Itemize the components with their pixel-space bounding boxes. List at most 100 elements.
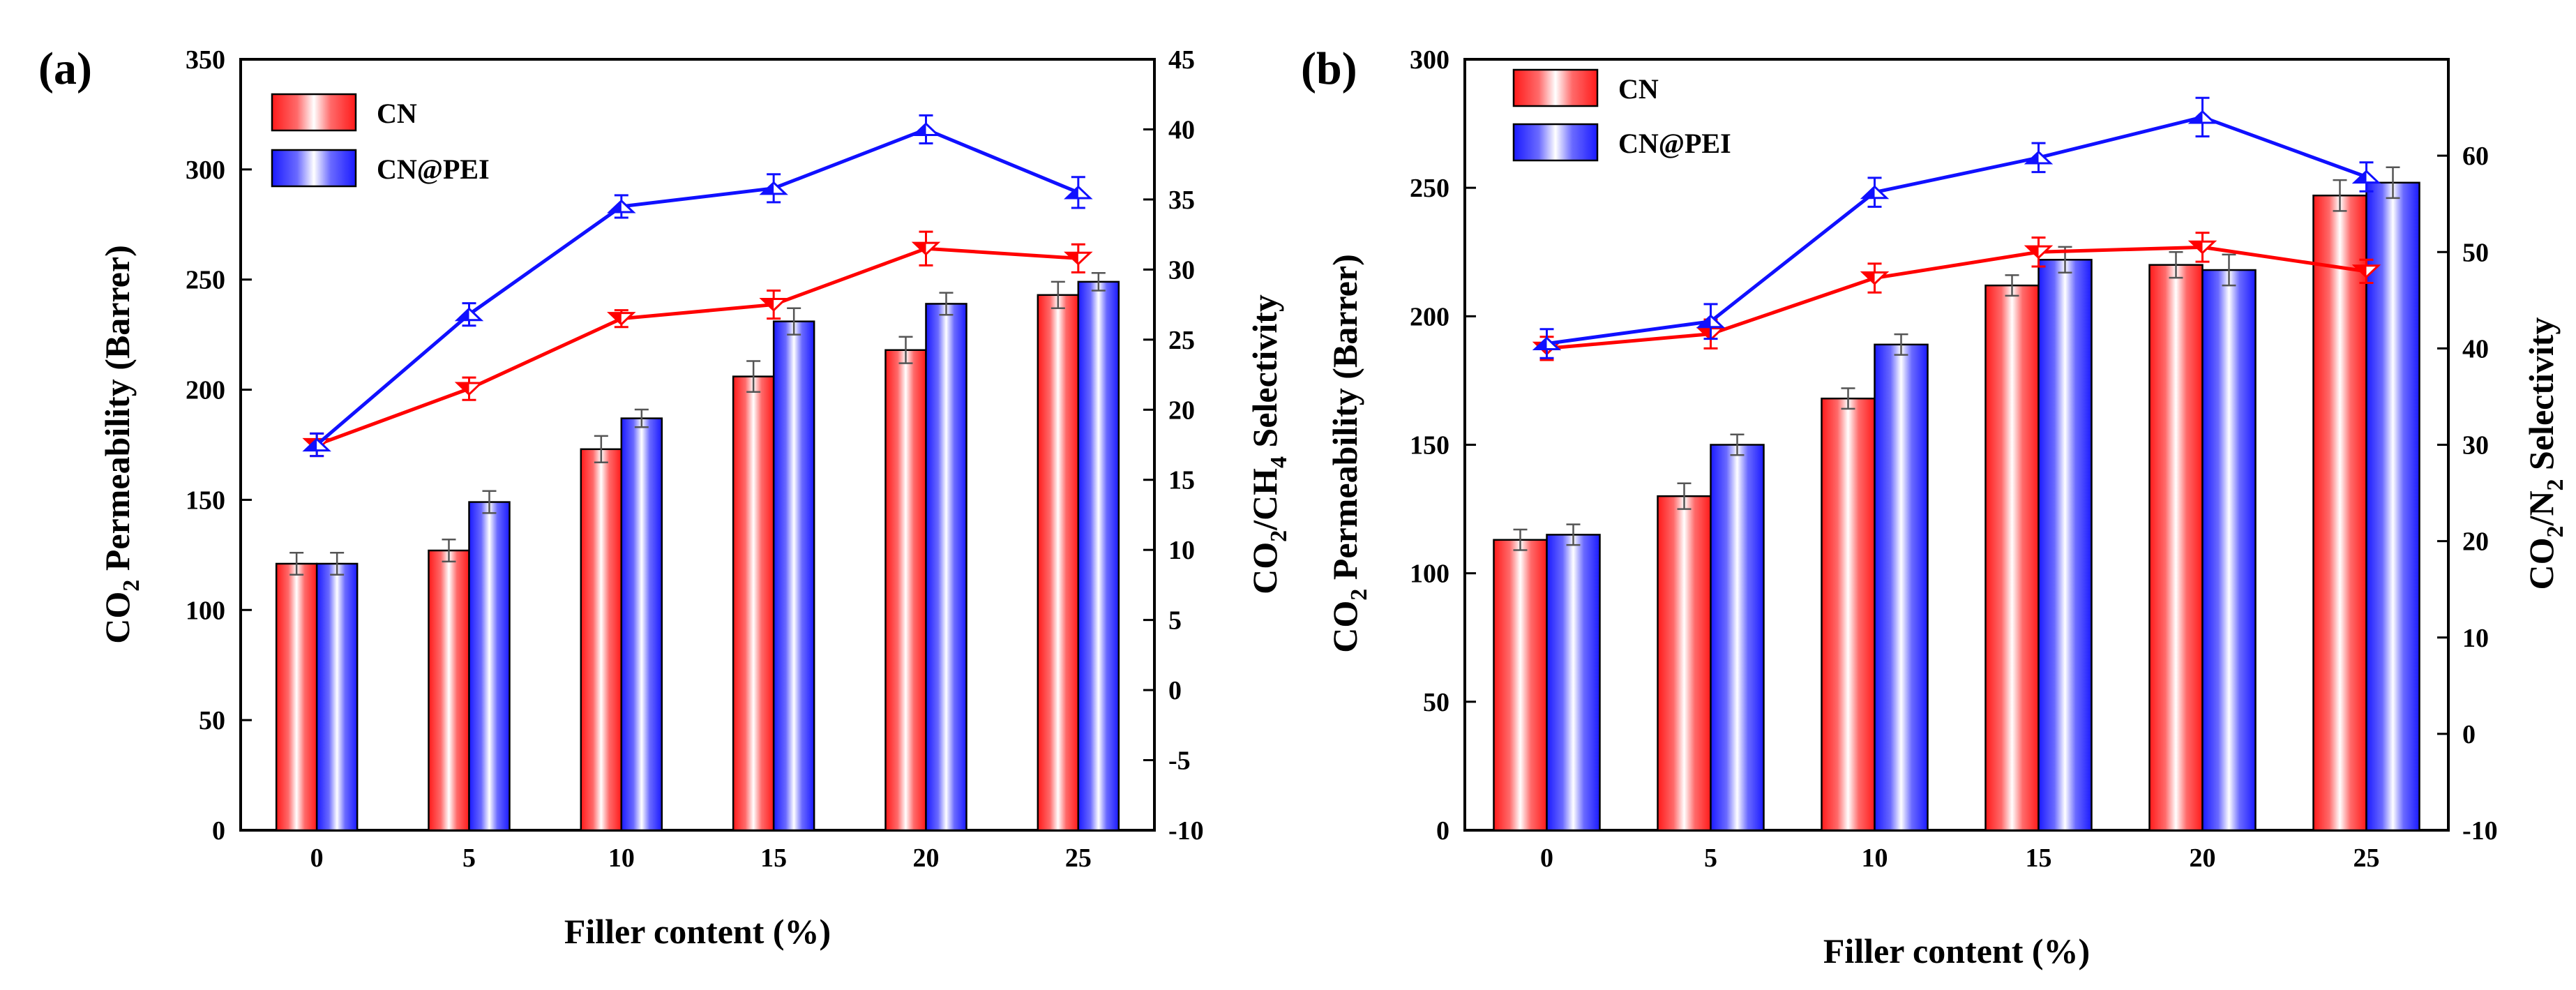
panel-a-bar-cnpei: [772, 320, 815, 832]
panel-a-marker-fill-cnpei: [762, 182, 774, 194]
panel-a-right-tick-label: -10: [1168, 816, 1204, 846]
panel-a-right-tick-label: 5: [1168, 606, 1182, 636]
panel-b-legend-swatch-cn: [1512, 68, 1599, 107]
panel-a-left-tick-label: 0: [212, 816, 225, 846]
panel-a-left-tick-label: 300: [186, 156, 225, 185]
panel-a-left-tick-label: 250: [186, 266, 225, 295]
panel-a-x-tick-label: 15: [760, 843, 787, 873]
panel-b-x-tick-label: 0: [1540, 843, 1553, 873]
panel-a-right-tick-label: 15: [1168, 466, 1195, 495]
panel-b-bar-error: [2169, 251, 2183, 279]
panel-a-bar-error: [898, 336, 913, 364]
panel-b-left-tick-label: 150: [1410, 431, 1449, 460]
panel-b-y-axis-title: CO2 Permeability (Barrer): [1325, 254, 1372, 652]
panel-a-left-tick-label: 50: [199, 706, 225, 735]
panel-b-y2-axis-title: CO2/N2 Selectivity: [2522, 317, 2568, 590]
panel-a-x-tick-label: 0: [310, 843, 324, 873]
panel-a-bar-cnpei: [620, 417, 663, 832]
panel-a-right-tick-label: 35: [1168, 186, 1195, 215]
panel-b-bar-error: [1513, 528, 1528, 551]
panel-a-legend-label-cn: CN: [377, 98, 417, 129]
panel-a-line-cn: [316, 246, 1078, 447]
panel-a-y-axis-title: CO2 Permeability (Barrer): [98, 245, 144, 643]
panel-b-marker-fill-cnpei: [1698, 315, 1711, 327]
panel-a-bar-cnpei: [925, 303, 967, 832]
panel-b-right-tick-label: 60: [2462, 142, 2489, 171]
panel-b-bar-cn: [1657, 495, 1712, 832]
panel-b-right-ticks: -10 0 10 20 30 40 50 60: [2437, 142, 2498, 846]
panel-a-y2-axis-title: CO2/CH4 Selectivity: [1245, 294, 1292, 594]
panel-a-marker-fill-cn: [609, 313, 622, 324]
panel-b-marker-fill-cnpei: [2026, 151, 2039, 163]
panel-a-bar-error: [634, 408, 649, 428]
panel-a-left-tick-label: 350: [186, 45, 225, 75]
panel-a-marker-fill-cn: [914, 243, 926, 255]
panel-a-bar-error: [787, 307, 801, 336]
panel-a-bar-error: [1091, 271, 1106, 292]
panel-a-right-tick-label: 40: [1168, 115, 1195, 144]
panel-a-left-tick-label: 200: [186, 376, 225, 405]
panel-a-right-tick-label: 20: [1168, 396, 1195, 425]
panel-a-right-ticks: -10 -5 0 5 10 15 20 25 30 35 40 45: [1143, 45, 1204, 846]
panel-a-x-ticks: 0 5 10 15 20 25: [310, 819, 1092, 873]
panel-a-bar-error: [442, 539, 456, 563]
panel-a-bar-cn: [428, 549, 470, 832]
panel-b-marker-fill-cnpei: [1535, 338, 1547, 350]
panel-b-bar-error: [1730, 433, 1745, 456]
panel-a-bar-error: [289, 551, 304, 576]
panel-a-right-tick-label: 10: [1168, 536, 1195, 565]
panel-b-bar-cnpei: [1546, 534, 1601, 832]
panel-b-left-tick-label: 0: [1436, 816, 1449, 846]
panel-b-line-cn: [1546, 245, 2367, 350]
panel-b-bars: [1493, 166, 2420, 832]
panel-a-right-tick-label: 30: [1168, 255, 1195, 285]
panel-a-x-axis-title: Filler content (%): [564, 912, 831, 951]
panel-b-line-cnpei: [1546, 115, 2367, 345]
panel-a-x-tick-label: 10: [608, 843, 635, 873]
panel-b-legend: CN CN@PEI: [1512, 68, 1731, 162]
panel-b-x-tick-label: 10: [1862, 843, 1888, 873]
panel-a-marker-fill-cn: [762, 299, 774, 310]
panel-a-marker-fill-cn: [457, 383, 469, 395]
panel-b-right-tick-label: -10: [2462, 816, 2498, 846]
panel-a-bar-cn: [884, 349, 927, 832]
panel-a-bar-cnpei: [468, 501, 511, 832]
panel-b-lines: [1532, 96, 2381, 361]
panel-b-x-axis-title: Filler content (%): [1823, 931, 2090, 970]
panel-a-x-tick-label: 25: [1065, 843, 1092, 873]
panel-b-marker-fill-cnpei: [1862, 186, 1875, 198]
panel-b-marker-fill-cn: [2190, 241, 2203, 253]
panel-b-bar-cn: [2312, 194, 2367, 832]
panel-b-bar-error: [1677, 482, 1692, 510]
panel-b-bar-error: [1566, 523, 1581, 546]
panel-a-plot-frame: [239, 58, 1156, 832]
panel-b-marker-fill-cnpei: [2354, 171, 2367, 183]
panel-b-bar-error: [2333, 179, 2347, 212]
panel-a-left-tick-label: 150: [186, 486, 225, 515]
panel-a-legend-swatch-cn: [271, 93, 357, 132]
panel-a-bar-error: [330, 551, 345, 576]
panel-b-left-ticks: 0 50 100 150 200 250 300: [1410, 45, 1476, 846]
panel-b-right-tick-label: 20: [2462, 527, 2489, 557]
panel-b-bar-error: [1894, 333, 1908, 356]
panel-b-x-tick-label: 15: [2026, 843, 2052, 873]
panel-a-bar-cn: [580, 448, 623, 832]
panel-a-left-ticks: 0 50 100 150 200 250 300 350: [186, 45, 252, 846]
panel-b-marker-fill-cnpei: [2190, 111, 2203, 123]
panel-a-x-tick-label: 5: [462, 843, 476, 873]
panel-a-bar-cn: [275, 562, 318, 832]
panel-b-bar-cn: [1821, 397, 1876, 832]
panel-b-right-tick-label: 10: [2462, 624, 2489, 653]
panel-a-marker-fill-cn: [1066, 253, 1078, 264]
panel-b-x-tick-label: 25: [2353, 843, 2380, 873]
panel-a-right-tick-label: -5: [1168, 747, 1191, 776]
panel-a-bar-error: [1050, 280, 1065, 310]
panel-a-right-tick-label: 25: [1168, 326, 1195, 355]
panel-b-right-tick-label: 40: [2462, 334, 2489, 363]
panel-b-left-tick-label: 250: [1410, 174, 1449, 203]
panel-a-left-tick-label: 100: [186, 596, 225, 625]
panel-a-right-tick-label: 0: [1168, 676, 1182, 705]
panel-b-left-tick-label: 300: [1410, 45, 1449, 75]
